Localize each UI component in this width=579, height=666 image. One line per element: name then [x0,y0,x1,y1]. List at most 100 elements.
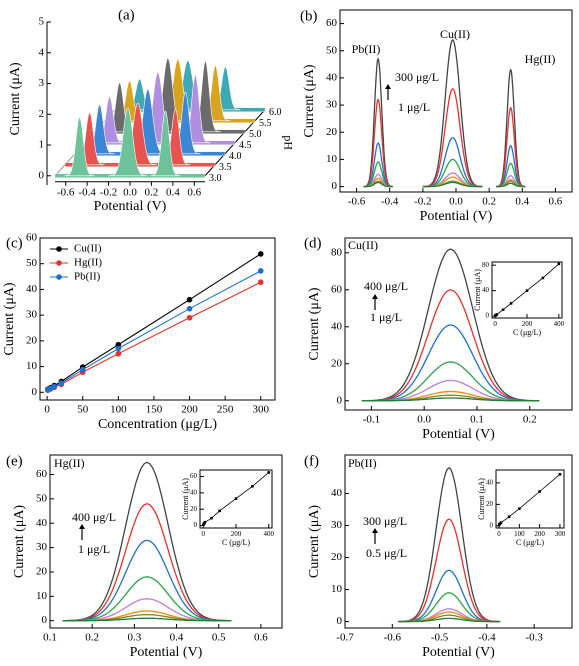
annotation: Hg(II) [525,52,556,66]
legend-marker [56,260,62,266]
point [538,490,541,493]
point [203,520,207,524]
x-tick-label: 0.1 [470,413,484,425]
legend-label: Hg(II) [74,257,102,269]
y-axis-label: Current (μA) [2,282,17,356]
legend-label: Cu(II) [74,243,102,255]
depth-tick-label: 4.0 [229,151,242,162]
x-axis-label: C (μg/L) [222,538,250,547]
y-tick-label: 40 [26,283,38,295]
point [79,366,86,373]
y-tick-label: 80 [482,261,490,269]
point [58,380,65,386]
series-line [47,281,262,391]
x-tick-label: 300 [555,530,566,538]
depth-tick-label: 5.5 [259,118,272,129]
x-tick-label: -0.2 [100,186,117,198]
point [525,289,529,292]
peak-curve [363,98,393,188]
y-tick-label: 0 [39,169,45,181]
arrow-head [385,84,391,89]
y-tick-label: 60 [331,283,343,295]
y-tick-label: 0 [337,615,343,627]
plot-frame [39,237,276,401]
x-tick-label: -0.5 [431,631,449,643]
annotation: 400 μg/L [72,510,116,524]
x-tick-label: 0 [493,320,497,328]
y-tick-label: 80 [331,246,343,258]
point [557,262,561,266]
arrow-head [79,524,85,529]
point [541,276,545,280]
x-tick-label: 0 [202,530,206,538]
plot-frame [344,454,573,629]
x-tick-label: -0.3 [525,631,543,643]
series-line [47,270,262,391]
y-tick-label: 2 [39,108,45,120]
y-tick-label: 0 [486,312,490,320]
y-tick-label: 40 [36,517,48,529]
x-tick-label: -0.4 [78,186,96,198]
y-axis-label: Current (μA) [307,505,322,579]
annotation: 400 μg/L [364,279,408,293]
panel-label: (e) [6,453,23,469]
x-tick-label: 0.5 [212,631,226,643]
y-tick-label: 0 [337,394,343,406]
y-tick-label: 0 [32,386,38,398]
x-tick-label: 300 [253,403,270,415]
depth-tick-label: 3.5 [219,162,232,173]
y-tick-label: 20 [486,500,494,508]
point [186,314,193,321]
peak-curve [361,248,540,402]
peak-curve [62,461,232,622]
y-tick-label: 0 [490,521,494,529]
panel-label: (a) [118,7,135,23]
y-tick-label: 20 [326,126,338,138]
x-tick-label: 200 [522,320,533,328]
point [509,302,513,305]
y-tick-label: 50 [26,257,38,269]
x-tick-label: 250 [217,403,234,415]
y-tick-label: 20 [190,505,198,513]
peak-curve [422,181,483,188]
x-tick-label: -0.7 [336,631,354,643]
x-tick-label: -0.1 [363,413,380,425]
x-tick-label: 100 [514,530,525,538]
y-tick-label: 50 [36,492,48,504]
annotation: 300 μg/L [395,70,439,84]
peak-curve [422,38,483,188]
x-axis-label: Potential (V) [422,645,495,660]
x-tick-label: 0.4 [170,631,184,643]
x-tick-label: 0.6 [254,631,268,643]
peak-curve [62,539,232,622]
panel-label: (b) [300,8,318,24]
depth-axis-label: pH [281,135,295,150]
y-tick-label: 20 [331,357,343,369]
y-tick-label: 30 [326,99,338,111]
peak-curve [422,136,483,188]
y-tick-label: 5 [39,16,45,28]
peak-curve [363,181,393,188]
peak-curve [361,324,540,402]
y-tick-label: 0 [194,521,198,529]
x-axis-label: Potential (V) [130,645,203,660]
peak [108,107,148,177]
y-tick-label: 60 [326,17,338,29]
depth-tick-label: 3.0 [209,173,222,184]
annotation: Pb(II) [348,456,377,470]
x-tick-label: 0.2 [85,631,99,643]
depth-tick-label: 5.0 [249,129,262,140]
panel-label: (c) [6,235,23,251]
y-tick-label: 40 [190,488,198,496]
x-axis-label: Potential (V) [420,209,493,224]
y-tick-label: 60 [36,468,48,480]
x-tick-label: 0.0 [417,413,431,425]
peak-curve [363,57,393,188]
point [234,497,238,500]
x-axis-label: C (μg/L) [516,538,544,547]
peak [64,116,95,177]
point [115,341,122,348]
y-axis-label: Current (μA) [302,64,317,138]
point [51,383,58,390]
